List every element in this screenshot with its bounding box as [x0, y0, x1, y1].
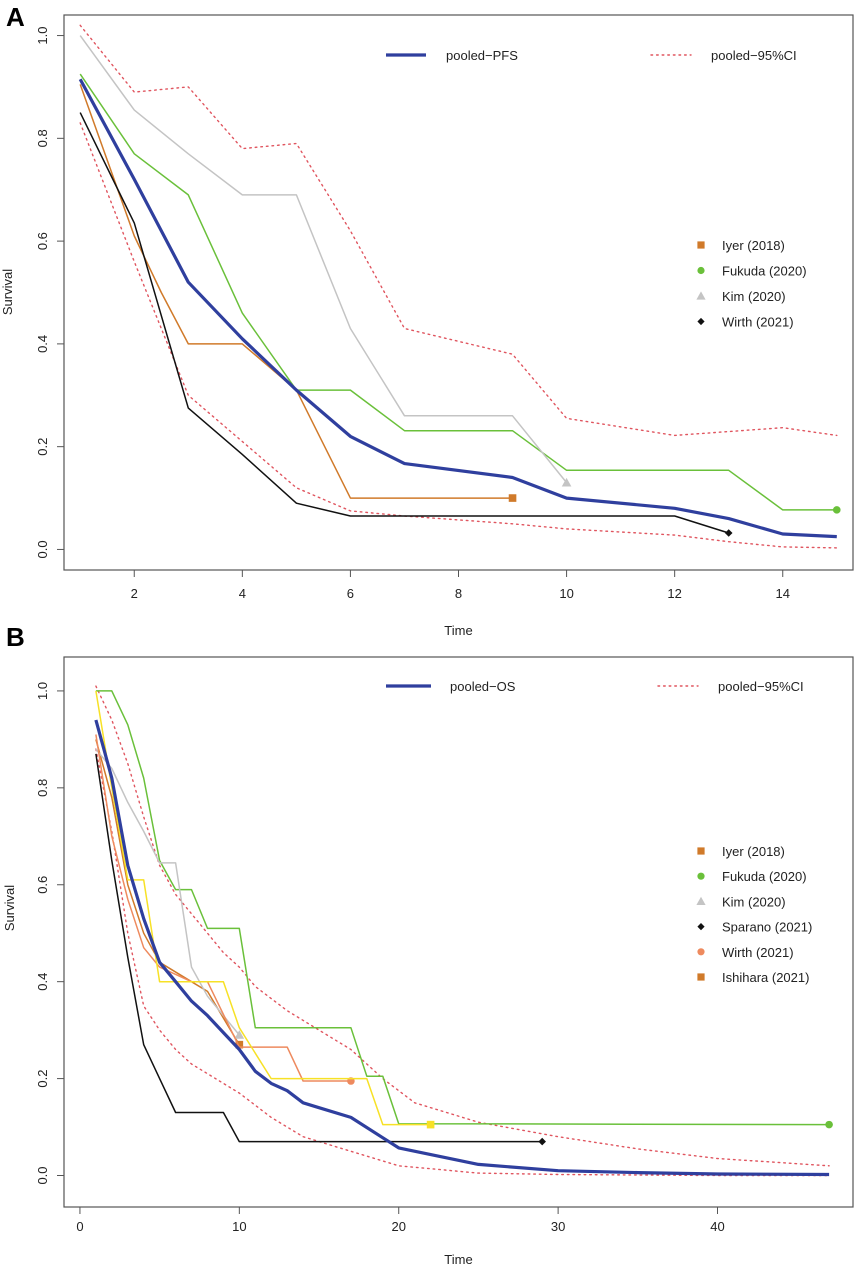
panel-a-series-pooled-pfs: [78, 78, 837, 539]
panel-b-x-tick-label: 20: [391, 1219, 405, 1234]
panel-a-x-tick-label: 12: [667, 586, 681, 601]
panel-a-y-tick-label: 0.8: [35, 129, 50, 147]
panel-a-x-tick-label: 8: [455, 586, 462, 601]
panel-a-x-tick-label: 4: [239, 586, 246, 601]
panel-a-x-tick-label: 6: [347, 586, 354, 601]
panel-a-label: A: [6, 2, 25, 32]
panel-b-x-tick-label: 0: [76, 1219, 83, 1234]
panel-a-series-fukuda-2020: [79, 73, 837, 511]
panel-b-endpoint-ishihara-2021: [426, 1120, 435, 1129]
panel-b-legend-marker-iyer-2018: [697, 847, 705, 855]
panel-b-label: B: [6, 622, 25, 652]
panel-a-endpoint-kim-2020: [561, 477, 572, 487]
panel-b-y-tick-label: 0.0: [35, 1166, 50, 1184]
panel-b-y-axis-title: Survival: [2, 885, 17, 931]
panel-b-y-tick-label: 0.2: [35, 1070, 50, 1088]
panel-a-legend-marker-fukuda-2020: [697, 266, 705, 275]
panel-b-series-sparano-2021: [95, 753, 543, 1143]
panel-a-y-axis-title: Survival: [0, 269, 15, 315]
panel-a-x-tick-label: 2: [131, 586, 138, 601]
panel-b-legend-marker-sparano-2021: [697, 923, 705, 931]
panel-a-legend-label-wirth-2021: Wirth (2021): [722, 315, 794, 330]
panel-b-y-tick-label: 1.0: [35, 682, 50, 700]
panel-b-series-kim-2020: [95, 748, 240, 1036]
panel-a-y-tick-label: 0.6: [35, 232, 50, 250]
panel-a-endpoint-iyer-2018: [508, 494, 517, 502]
panel-b-series-pooled-ci-lower: [95, 748, 830, 1177]
panel-a-y-tick-label: 0.0: [35, 540, 50, 558]
panel-a-series-wirth-2021: [79, 112, 729, 534]
panel-b-x-tick-label: 30: [551, 1219, 565, 1234]
panel-a-x-axis-title: Time: [444, 623, 472, 638]
panel-a-x-tick-label: 10: [559, 586, 573, 601]
panel-b-legend-label-kim-2020: Kim (2020): [722, 894, 786, 909]
panel-b-legend-label-fukuda-2020: Fukuda (2020): [722, 869, 807, 884]
panel-a-top-legend-label-pooled-pfs: pooled−PFS: [446, 48, 518, 63]
panel-a-endpoint-wirth-2021: [724, 529, 733, 537]
panel-b-top-legend-label-pooled-os: pooled−OS: [450, 679, 516, 694]
panel-a-series-kim-2020: [79, 35, 568, 484]
panel-b-legend-label-iyer-2018: Iyer (2018): [722, 844, 785, 859]
panel-a-legend-marker-wirth-2021: [697, 317, 705, 326]
panel-a-legend-label-kim-2020: Kim (2020): [722, 289, 786, 304]
panel-b-endpoint-fukuda-2020: [825, 1120, 833, 1129]
panel-b-y-tick-label: 0.6: [35, 876, 50, 894]
panel-a-series-pooled-ci-upper: [79, 24, 838, 437]
panel-b-legend-marker-wirth-2021: [697, 948, 705, 956]
panel-a-legend-label-fukuda-2020: Fukuda (2020): [722, 264, 807, 279]
panel-b-x-axis-title: Time: [444, 1252, 472, 1267]
panel-a-legend-marker-iyer-2018: [697, 241, 705, 249]
panel-a-legend-marker-kim-2020: [696, 291, 706, 300]
panel-a-y-tick-label: 0.4: [35, 335, 50, 353]
panel-b-series-pooled-ci-upper: [95, 685, 830, 1167]
panel-b-x-tick-label: 40: [710, 1219, 724, 1234]
panel-a-endpoint-fukuda-2020: [832, 506, 841, 514]
panel-b-endpoint-iyer-2018: [235, 1040, 244, 1049]
panel-b-top-legend-label-pooled-95-ci: pooled−95%CI: [718, 679, 804, 694]
panel-b-x-tick-label: 10: [232, 1219, 246, 1234]
panel-a-y-tick-label: 1.0: [35, 27, 50, 45]
panel-b-legend-marker-ishihara-2021: [697, 973, 705, 981]
panel-b-endpoint-sparano-2021: [538, 1137, 546, 1146]
panel-b-plot-frame: [63, 656, 854, 1208]
panel-b-series-ishihara-2021: [95, 690, 431, 1126]
panel-a-legend-label-iyer-2018: Iyer (2018): [722, 238, 785, 253]
panel-b-series-fukuda-2020: [95, 690, 830, 1126]
chart-panel-a: 2 4 6 8 10 12 14 0.0 0.2 0.4 0.6 0.8 1.0 Time Survival…: [0, 14, 854, 638]
panel-b-y-tick-label: 0.4: [35, 973, 50, 991]
panel-b-legend-marker-fukuda-2020: [697, 872, 705, 880]
panel-a-y-tick-label: 0.2: [35, 438, 50, 456]
panel-a-x-tick-label: 14: [776, 586, 790, 601]
panel-b-series-iyer-2018: [95, 739, 240, 1046]
panel-a-series-iyer-2018: [79, 84, 513, 499]
chart-panel-b: 0 10 20 30 40 0.0 0.2 0.4 0.6 0.8 1.0 Time Survival p…: [2, 656, 854, 1267]
panel-b-series-pooled-os: [94, 719, 830, 1177]
panel-b-legend-label-wirth-2021: Wirth (2021): [722, 945, 794, 960]
panel-a-top-legend-label-pooled-95-ci: pooled−95%CI: [711, 48, 797, 63]
panel-b-y-tick-label: 0.8: [35, 779, 50, 797]
panel-b-legend-label-ishihara-2021: Ishihara (2021): [722, 970, 809, 985]
panel-b-endpoint-kim-2020: [234, 1030, 245, 1039]
panel-b-legend-label-sparano-2021: Sparano (2021): [722, 920, 812, 935]
panel-a-series-pooled-ci-lower: [79, 122, 838, 549]
panel-b-legend-marker-kim-2020: [696, 896, 706, 905]
